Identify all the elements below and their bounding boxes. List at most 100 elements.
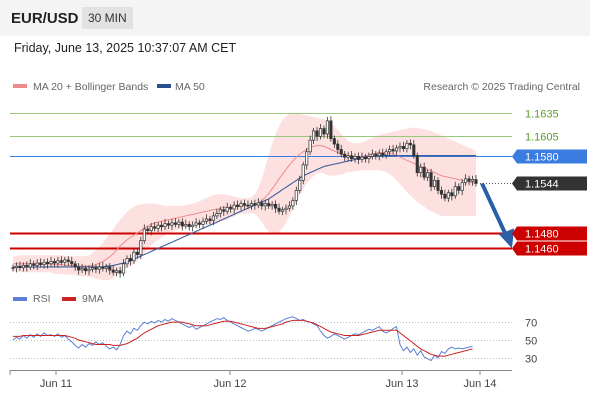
- candle-body: [77, 266, 81, 271]
- level-label-resistance: 1.1635: [525, 109, 559, 121]
- candle-body: [308, 139, 312, 153]
- legend-rsi-ma-swatch: [62, 297, 76, 301]
- candle-body: [339, 149, 343, 155]
- candle-body: [142, 228, 146, 241]
- candle-body: [80, 268, 84, 271]
- level-tag-pivot: [512, 149, 587, 164]
- candle-body: [332, 138, 336, 145]
- candle-body: [377, 152, 381, 156]
- candle-body: [222, 209, 226, 212]
- rsi-tick-label: 30: [525, 354, 537, 366]
- candle-body: [298, 180, 302, 191]
- candle-body: [422, 166, 426, 178]
- candle-body: [412, 144, 416, 156]
- candle-body: [125, 258, 129, 265]
- candle-body: [90, 267, 95, 270]
- candle-body: [229, 207, 233, 210]
- candle-body: [135, 251, 139, 255]
- candle-body: [398, 146, 402, 149]
- candle-body: [284, 207, 288, 211]
- candle-body: [108, 266, 112, 271]
- candle-body: [246, 204, 250, 207]
- candle-body: [160, 224, 164, 228]
- candle-body: [439, 190, 443, 195]
- candle-body: [381, 152, 385, 156]
- candle-body: [101, 266, 105, 269]
- candle-body: [25, 265, 29, 268]
- current-price-label: 1.1544: [525, 179, 559, 191]
- candle-body: [280, 209, 285, 212]
- candle-body: [415, 155, 419, 173]
- legend-ma50-swatch: [157, 84, 171, 88]
- projection-arrow-shaft: [480, 182, 509, 239]
- candle-body: [63, 259, 67, 263]
- candle-body: [56, 260, 60, 264]
- rsi-line: [12, 316, 473, 362]
- candle-body: [277, 207, 281, 212]
- candle-body: [211, 215, 215, 221]
- candle-body: [336, 143, 340, 150]
- current-price-tag: [512, 176, 587, 191]
- candle-body: [301, 164, 305, 181]
- candle-body: [49, 261, 53, 265]
- candle-body: [46, 261, 50, 265]
- candle-body: [374, 153, 378, 156]
- candle-body: [204, 218, 209, 222]
- candle-body: [405, 142, 409, 150]
- candle-body: [260, 202, 264, 207]
- legend-ma20-swatch: [13, 84, 27, 88]
- candle-body: [184, 224, 188, 227]
- candle-body: [225, 207, 229, 212]
- candle-body: [394, 147, 399, 152]
- candle-body: [291, 200, 295, 207]
- candle-body: [94, 267, 98, 270]
- candle-body: [232, 204, 236, 210]
- candle-body: [128, 258, 133, 262]
- x-tick-label: Jun 12: [213, 378, 246, 390]
- candle-body: [287, 205, 291, 209]
- candle-body: [360, 156, 364, 160]
- candle-body: [132, 251, 136, 262]
- candle-body: [356, 156, 361, 160]
- candle-body: [391, 149, 395, 152]
- symbol-label: EUR/USD: [11, 10, 79, 27]
- candle-body: [474, 179, 478, 184]
- candle-body: [470, 179, 475, 182]
- candle-body: [436, 180, 440, 191]
- rsi-tick-label: 50: [525, 336, 537, 348]
- candle-body: [353, 156, 357, 160]
- candle-body: [115, 270, 119, 273]
- projection-arrow-head: [499, 228, 514, 249]
- candle-body: [218, 209, 222, 214]
- candle-body: [97, 266, 101, 270]
- timeframe-badge[interactable]: 30 MIN: [82, 7, 133, 29]
- x-tick-label: Jun 13: [385, 378, 418, 390]
- candle-body: [315, 130, 319, 137]
- candle-body: [84, 268, 88, 272]
- candle-body: [201, 220, 205, 225]
- candle-body: [408, 142, 412, 146]
- candle-body: [21, 265, 25, 269]
- candle-body: [363, 156, 367, 160]
- candle-body: [11, 267, 15, 270]
- candle-body: [166, 223, 171, 226]
- candle-body: [343, 153, 347, 158]
- candle-body: [432, 180, 437, 187]
- candle-body: [249, 203, 253, 207]
- chart-datetime: Friday, June 13, 2025 10:37:07 AM CET: [14, 41, 237, 55]
- candle-body: [163, 223, 167, 228]
- bollinger-band: [13, 113, 476, 280]
- candle-body: [401, 146, 405, 150]
- candle-body: [263, 203, 267, 207]
- level-label-resistance: 1.1605: [525, 132, 559, 144]
- legend-rsi-label: RSI: [33, 293, 51, 305]
- candle-body: [187, 224, 191, 228]
- candle-body: [318, 128, 323, 137]
- legend-ma20-label: MA 20 + Bollinger Bands: [33, 81, 148, 93]
- candle-body: [194, 222, 198, 226]
- candle-body: [322, 128, 326, 135]
- x-tick-label: Jun 11: [40, 378, 72, 390]
- candle-body: [426, 172, 430, 178]
- candle-body: [146, 228, 150, 231]
